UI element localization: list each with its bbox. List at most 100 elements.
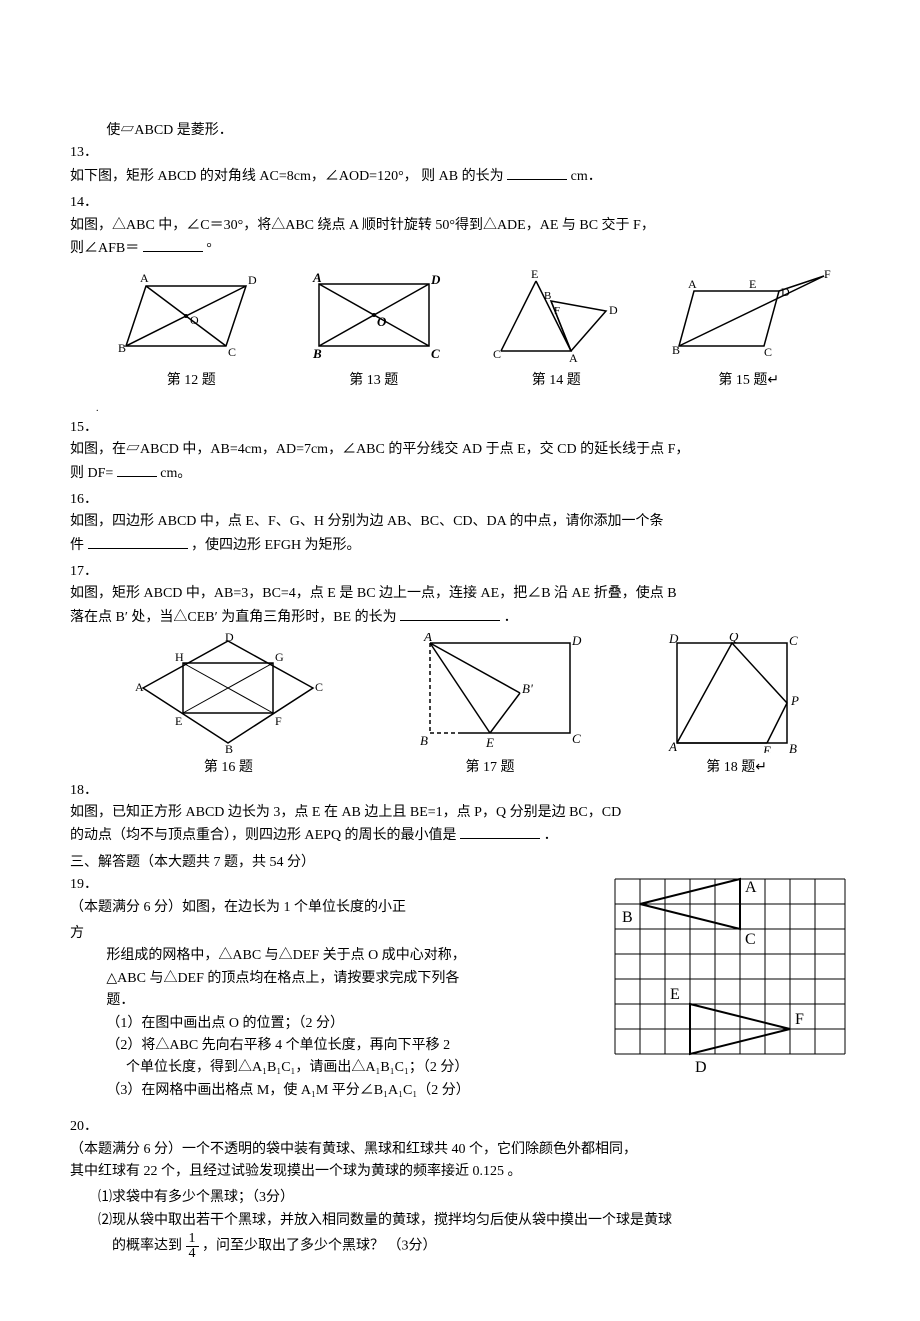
- q20-h2: 其中红球有 22 个，且经过试验发现摸出一个球为黄球的频率接近 0.125 。: [70, 1164, 522, 1179]
- svg-text:B: B: [225, 742, 233, 753]
- fig13-label: 第 13 题: [299, 370, 449, 392]
- dot: .: [96, 401, 850, 417]
- svg-text:G: G: [275, 650, 284, 664]
- q19-l1: 形组成的网格中，△ABC 与△DEF 关于点 O 成中心对称，: [106, 945, 600, 967]
- fig-17: A D B E C B' 第 17 题: [390, 633, 590, 779]
- svg-text:P: P: [790, 693, 799, 708]
- q19-p2: （2）将△ABC 先向右平移 4 个单位长度，再向下平移 2: [106, 1035, 600, 1057]
- svg-text:A: A: [569, 351, 578, 365]
- svg-text:D: D: [430, 272, 441, 287]
- q18-blank: [460, 824, 540, 839]
- figure-row-1: AD BC O 第 12 题 AD BC O 第 13 题 ED BF CA 第…: [100, 266, 850, 392]
- fig17-label: 第 17 题: [390, 757, 590, 779]
- svg-text:D: D: [225, 633, 234, 644]
- svg-text:Q: Q: [729, 633, 739, 644]
- svg-text:O: O: [190, 313, 199, 327]
- fig-13: AD BC O 第 13 题: [299, 266, 449, 392]
- q18: 18． 如图，已知正方形 ABCD 边长为 3，点 E 在 AB 边上且 BE=…: [70, 780, 850, 848]
- svg-text:D: D: [781, 285, 790, 299]
- q13-unit: cm．: [571, 169, 602, 184]
- svg-text:D: D: [668, 633, 679, 646]
- svg-text:E: E: [531, 267, 538, 281]
- q14-line2: 则∠AFB＝: [70, 241, 139, 256]
- fig-12: A D B C O 第 12 题: [116, 266, 266, 392]
- svg-text:D: D: [695, 1059, 707, 1074]
- q20-p1: ⑴求袋中有多少个黑球；（3分）: [98, 1187, 850, 1209]
- q20-num: 20．: [70, 1116, 98, 1138]
- fig-14: ED BF CA 第 14 题: [481, 266, 631, 392]
- svg-text:F: F: [795, 1011, 804, 1028]
- svg-text:B: B: [622, 909, 633, 926]
- q15: 15． 如图，在▱ABCD 中，AB=4cm，AD=7cm，∠ABC 的平分线交…: [70, 417, 850, 485]
- q20-p2a: ⑵现从袋中取出若干个黑球，并放入相同数量的黄球，搅拌均匀后使从袋中摸出一个球是黄…: [98, 1210, 850, 1232]
- figure-row-2: AB CD HG EF 第 16 题 AD BE CB' 第 17 题 DQC …: [100, 633, 850, 779]
- svg-text:C: C: [228, 345, 236, 359]
- svg-text:A: A: [688, 277, 697, 291]
- svg-text:B: B: [420, 733, 428, 748]
- q19-l2: △ABC 与△DEF 的顶点均在格点上，请按要求完成下列各: [106, 968, 600, 990]
- q14-num: 14．: [70, 192, 98, 214]
- fig-15: AED F BC 第 15 题↵: [664, 266, 834, 392]
- svg-text:B: B: [672, 343, 680, 357]
- svg-text:D: D: [571, 633, 582, 648]
- svg-text:C: C: [572, 731, 581, 746]
- q19: 19． （本题满分 6 分）如图，在边长为 1 个单位长度的小正: [70, 874, 600, 919]
- q20: 20． （本题满分 6 分）一个不透明的袋中装有黄球、黑球和红球共 40 个，它…: [70, 1116, 850, 1183]
- fig-18: DQC P AEB 第 18 题↵: [657, 633, 817, 779]
- q16-l1: 如图，四边形 ABCD 中，点 E、F、G、H 分别为边 AB、BC、CD、DA…: [70, 514, 663, 529]
- q15-num: 15．: [70, 417, 98, 439]
- svg-text:A: A: [423, 633, 432, 644]
- q19-grid-figure: A B C E F D: [610, 874, 850, 1102]
- q18-l3: ．: [544, 828, 558, 843]
- svg-text:E: E: [175, 714, 182, 728]
- q14: 14． 如图，△ABC 中，∠C＝30°，将△ABC 绕点 A 顺时针旋转 50…: [70, 192, 850, 260]
- fig15-label: 第 15 题↵: [664, 370, 834, 392]
- q17-num: 17．: [70, 561, 98, 583]
- q17-l1: 如图，矩形 ABCD 中，AB=3，BC=4，点 E 是 BC 边上一点，连接 …: [70, 586, 677, 601]
- q17-l2: 落在点 B′ 处，当△CEB′ 为直角三角形时，BE 的长为: [70, 610, 397, 625]
- q13-blank: [507, 165, 567, 180]
- q19-num: 19．: [70, 874, 98, 896]
- q16-l3: ，使四边形 EFGH 为矩形。: [191, 538, 361, 553]
- q15-unit: cm。: [160, 466, 191, 481]
- svg-text:B: B: [789, 741, 797, 753]
- svg-text:E: E: [485, 735, 494, 750]
- q19-p3: （3）在网格中画出格点 M，使 A₁M 平分∠B₁A₁C₁（2 分）: [106, 1080, 600, 1102]
- fig16-label: 第 16 题: [133, 757, 323, 779]
- svg-text:B: B: [118, 341, 126, 355]
- svg-text:C: C: [493, 347, 501, 361]
- q18-l2: 的动点（均不与顶点重合），则四边形 AEPQ 的周长的最小值是: [70, 828, 457, 843]
- svg-text:B': B': [522, 681, 533, 696]
- q15-l1: 如图，在▱ABCD 中，AB=4cm，AD=7cm，∠ABC 的平分线交 AD …: [70, 442, 689, 457]
- svg-text:B: B: [544, 290, 551, 302]
- svg-text:F: F: [554, 305, 560, 317]
- q13-text: 如下图，矩形 ABCD 的对角线 AC=8cm，∠AOD=120°， 则 AB …: [70, 169, 504, 184]
- q13: 13． 如下图，矩形 ABCD 的对角线 AC=8cm，∠AOD=120°， 则…: [70, 142, 850, 188]
- svg-text:C: C: [315, 680, 323, 694]
- q14-line1: 如图，△ABC 中，∠C＝30°，将△ABC 绕点 A 顺时针旋转 50°得到△…: [70, 218, 655, 233]
- q19-head: （本题满分 6 分）如图，在边长为 1 个单位长度的小正: [70, 897, 569, 919]
- fig-16: AB CD HG EF 第 16 题: [133, 633, 323, 779]
- q12-tail: 使▱ABCD 是菱形．: [106, 120, 850, 142]
- svg-text:A: A: [745, 879, 757, 896]
- q20-head: （本题满分 6 分）一个不透明的袋中装有黄球、黑球和红球共 40 个，它们除颜色…: [70, 1142, 637, 1157]
- q16: 16． 如图，四边形 ABCD 中，点 E、F、G、H 分别为边 AB、BC、C…: [70, 489, 850, 557]
- section-3-heading: 三、解答题（本大题共 7 题，共 54 分）: [70, 852, 850, 874]
- q16-num: 16．: [70, 489, 98, 511]
- q20-p2b1: 的概率达到: [112, 1239, 182, 1254]
- svg-text:D: D: [248, 273, 257, 287]
- svg-text:O: O: [377, 314, 387, 329]
- q16-blank: [88, 534, 188, 549]
- svg-text:A: A: [135, 680, 144, 694]
- fig12-label: 第 12 题: [116, 370, 266, 392]
- svg-text:E: E: [749, 277, 756, 291]
- svg-text:E: E: [670, 986, 680, 1003]
- svg-text:C: C: [431, 346, 440, 361]
- q13-num: 13．: [70, 142, 98, 164]
- svg-text:C: C: [764, 345, 772, 359]
- fig18-label: 第 18 题↵: [657, 757, 817, 779]
- q15-blank: [117, 462, 157, 477]
- q20-p2b2: ，问至少取出了多少个黑球？ （3分）: [202, 1239, 437, 1254]
- svg-text:A: A: [140, 271, 149, 285]
- svg-text:A: A: [312, 270, 322, 285]
